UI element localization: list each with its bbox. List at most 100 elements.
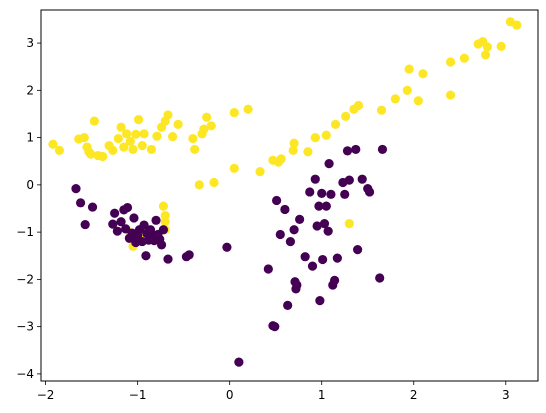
x-tick-label: 1 (318, 388, 326, 402)
x-tick-label: −2 (37, 388, 55, 402)
data-point (445, 57, 456, 67)
data-point (229, 163, 239, 173)
data-point (303, 147, 313, 157)
data-point (108, 219, 118, 229)
data-point (160, 217, 170, 227)
data-point (330, 275, 340, 285)
data-point (404, 64, 414, 74)
data-point (310, 133, 320, 143)
data-points (48, 17, 522, 367)
data-point (80, 219, 90, 230)
data-point (158, 201, 169, 211)
data-point (87, 202, 98, 212)
data-point (272, 195, 282, 206)
data-point (234, 357, 244, 367)
y-tick-label: −2 (16, 272, 34, 286)
data-point (344, 219, 354, 229)
y-tick-label: 2 (26, 83, 34, 97)
data-point (229, 107, 239, 118)
data-point (445, 90, 456, 100)
data-point (312, 221, 322, 231)
data-point (314, 201, 324, 211)
data-point (48, 139, 58, 149)
data-point (310, 174, 320, 184)
data-point (145, 225, 156, 235)
data-point (110, 208, 120, 218)
data-point (112, 226, 122, 236)
data-point (375, 273, 385, 283)
data-point (276, 154, 286, 164)
data-point (323, 226, 333, 236)
y-tick-label: −3 (16, 320, 34, 334)
y-tick-label: 0 (26, 178, 34, 192)
y-axis-ticks: −4 −3 −2 −1 0 1 2 3 (16, 36, 41, 381)
data-point (496, 41, 506, 51)
data-point (173, 119, 183, 129)
data-point (98, 151, 108, 162)
data-point (326, 189, 336, 199)
data-point (364, 187, 375, 197)
data-point (353, 100, 364, 111)
x-tick-label: 2 (410, 388, 418, 402)
data-point (340, 189, 350, 199)
data-point (156, 240, 167, 250)
data-point (377, 144, 388, 155)
data-point (292, 280, 302, 290)
data-point (480, 50, 491, 60)
data-point (75, 198, 86, 208)
data-point (206, 121, 216, 131)
y-tick-label: −1 (16, 225, 34, 239)
data-point (133, 115, 144, 125)
data-point (324, 159, 334, 169)
data-point (283, 300, 293, 310)
plot-area (41, 10, 538, 381)
data-point (79, 133, 89, 143)
data-point (202, 112, 212, 122)
data-point (54, 145, 65, 155)
data-point (321, 201, 331, 211)
data-point (139, 220, 149, 230)
data-point (125, 136, 135, 146)
data-point (141, 251, 151, 261)
data-point (459, 53, 469, 63)
data-point (512, 20, 522, 30)
data-point (289, 138, 299, 148)
y-tick-label: −4 (16, 367, 34, 381)
data-point (390, 94, 400, 104)
data-point (351, 144, 361, 155)
data-point (341, 111, 351, 121)
data-point (199, 124, 209, 134)
data-point (137, 141, 147, 151)
data-point (280, 204, 290, 215)
data-point (288, 145, 298, 155)
data-point (163, 110, 173, 120)
data-point (163, 254, 173, 264)
data-point (243, 104, 253, 114)
data-point (131, 129, 141, 139)
data-point (121, 129, 132, 139)
data-point (305, 187, 315, 197)
data-point (119, 142, 129, 152)
data-point (295, 214, 305, 224)
data-point (285, 236, 296, 247)
data-point (482, 42, 492, 52)
data-point (158, 225, 169, 235)
data-point (357, 174, 367, 184)
y-tick-label: 1 (26, 131, 34, 145)
data-point (194, 180, 204, 190)
data-point (321, 130, 331, 140)
data-point (376, 105, 387, 115)
data-point (152, 131, 162, 141)
data-point (146, 144, 157, 155)
data-point (413, 96, 423, 106)
data-point (116, 122, 126, 132)
data-point (342, 146, 353, 156)
data-point (318, 254, 328, 265)
y-tick-label: 3 (26, 36, 34, 50)
data-point (71, 184, 81, 194)
data-point (353, 245, 363, 255)
data-point (289, 225, 299, 235)
data-point (300, 252, 310, 262)
data-point (270, 322, 280, 332)
